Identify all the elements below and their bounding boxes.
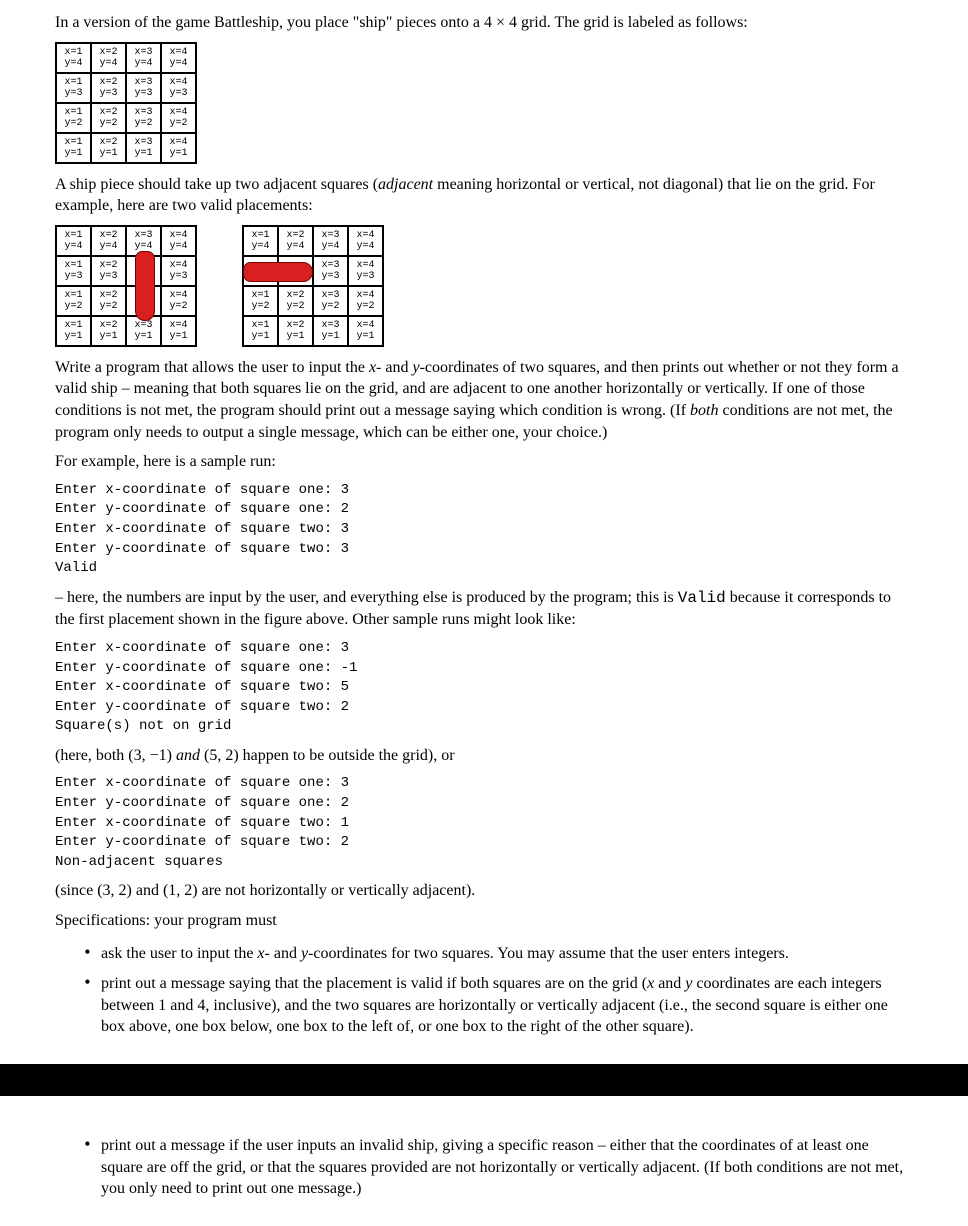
grid-cell: x=2y=3 (278, 256, 313, 286)
grid-cell: x=3y=2 (126, 103, 161, 133)
spec-item-2: print out a message saying that the plac… (95, 970, 913, 1038)
spec-item-1: ask the user to input the x- and y-coord… (95, 940, 913, 965)
two-grids-wrap: x=1y=4x=2y=4x=3y=4x=4y=4x=1y=3x=2y=3x=3y… (55, 225, 913, 347)
grid-cell: x=1y=4 (243, 226, 278, 256)
spec-item-3: print out a message if the user inputs a… (95, 1132, 913, 1200)
grid-cell: x=1y=4 (56, 43, 91, 73)
grid-row: x=1y=4x=2y=4x=3y=4x=4y=4 (243, 226, 383, 256)
grid-cell: x=4y=2 (348, 286, 383, 316)
grid-cell: x=2y=4 (278, 226, 313, 256)
sample-run-2: Enter x-coordinate of square one: 3 Ente… (55, 639, 913, 737)
grid-cell: x=4y=3 (348, 256, 383, 286)
grid-cell: x=1y=4 (56, 226, 91, 256)
adjacent-text: A ship piece should take up two adjacent… (55, 174, 913, 217)
grid-row: x=1y=2x=2y=2x=3y=2x=4y=2 (56, 286, 196, 316)
grid-cell: x=4y=4 (161, 226, 196, 256)
after-sample-2: (here, both (3, −1) and (5, 2) happen to… (55, 745, 913, 767)
grid-cell: x=2y=4 (91, 226, 126, 256)
grid-cell: x=1y=1 (243, 316, 278, 346)
grid-cell: x=1y=1 (56, 133, 91, 163)
grid-cell: x=2y=1 (278, 316, 313, 346)
sample-run-intro: For example, here is a sample run: (55, 451, 913, 473)
grid-cell: x=1y=2 (56, 286, 91, 316)
grid-row: x=1y=4x=2y=4x=3y=4x=4y=4 (56, 43, 196, 73)
sample-run-3: Enter x-coordinate of square one: 3 Ente… (55, 774, 913, 872)
grid-cell: x=4y=1 (161, 316, 196, 346)
grid-row: x=1y=3x=2y=3x=3y=3x=4y=3 (56, 73, 196, 103)
example-grid-2: x=1y=4x=2y=4x=3y=4x=4y=4x=1y=3x=2y=3x=3y… (242, 225, 384, 347)
grid-cell: x=2y=2 (278, 286, 313, 316)
grid-row: x=1y=1x=2y=1x=3y=1x=4y=1 (56, 133, 196, 163)
grid-row: x=1y=1x=2y=1x=3y=1x=4y=1 (56, 316, 196, 346)
example-grid-1: x=1y=4x=2y=4x=3y=4x=4y=4x=1y=3x=2y=3x=3y… (55, 225, 197, 347)
grid-cell: x=3y=3 (126, 73, 161, 103)
grid-cell: x=4y=4 (161, 43, 196, 73)
intro-text: In a version of the game Battleship, you… (55, 12, 913, 34)
grid-cell: x=2y=4 (91, 43, 126, 73)
sample-run-1: Enter x-coordinate of square one: 3 Ente… (55, 481, 913, 579)
page-1: In a version of the game Battleship, you… (0, 0, 968, 1064)
grid-cell: x=4y=2 (161, 103, 196, 133)
specs-list-cont: print out a message if the user inputs a… (55, 1132, 913, 1200)
grid-cell: x=4y=3 (161, 73, 196, 103)
grid-cell: x=1y=2 (243, 286, 278, 316)
grid-cell: x=2y=3 (91, 256, 126, 286)
after-sample-3: (since (3, 2) and (1, 2) are not horizon… (55, 880, 913, 902)
page-2: print out a message if the user inputs a… (0, 1096, 968, 1226)
grid-cell: x=4y=3 (161, 256, 196, 286)
grid-cell: x=2y=3 (91, 73, 126, 103)
grid-cell: x=3y=4 (313, 226, 348, 256)
specs-list: ask the user to input the x- and y-coord… (55, 940, 913, 1038)
grid-cell: x=3y=2 (313, 286, 348, 316)
grid-cell: x=3y=1 (126, 133, 161, 163)
grid-cell: x=4y=4 (348, 226, 383, 256)
ship-piece (243, 262, 313, 282)
grid-cell: x=3y=2 (126, 286, 161, 316)
grid-row: x=1y=3x=2y=3x=3y=3x=4y=3 (56, 256, 196, 286)
grid-cell: x=2y=2 (91, 103, 126, 133)
specs-intro: Specifications: your program must (55, 910, 913, 932)
grid-cell: x=1y=2 (56, 103, 91, 133)
after-sample-1: – here, the numbers are input by the use… (55, 587, 913, 631)
single-grid-wrap: x=1y=4x=2y=4x=3y=4x=4y=4x=1y=3x=2y=3x=3y… (55, 42, 913, 164)
grid-row: x=1y=2x=2y=2x=3y=2x=4y=2 (56, 103, 196, 133)
grid-cell: x=3y=1 (313, 316, 348, 346)
label-grid: x=1y=4x=2y=4x=3y=4x=4y=4x=1y=3x=2y=3x=3y… (55, 42, 197, 164)
page-gap (0, 1064, 968, 1096)
grid-cell: x=2y=1 (91, 316, 126, 346)
grid-cell: x=2y=2 (91, 286, 126, 316)
grid-cell: x=2y=1 (91, 133, 126, 163)
grid-cell: x=1y=1 (56, 316, 91, 346)
grid-cell: x=4y=1 (348, 316, 383, 346)
grid-cell: x=4y=2 (161, 286, 196, 316)
grid-cell: x=1y=3 (56, 73, 91, 103)
grid-cell: x=4y=1 (161, 133, 196, 163)
grid-row: x=1y=2x=2y=2x=3y=2x=4y=2 (243, 286, 383, 316)
grid-row: x=1y=4x=2y=4x=3y=4x=4y=4 (56, 226, 196, 256)
grid-row: x=1y=1x=2y=1x=3y=1x=4y=1 (243, 316, 383, 346)
grid-cell: x=3y=3 (313, 256, 348, 286)
write-program-text: Write a program that allows the user to … (55, 357, 913, 443)
grid-row: x=1y=3x=2y=3x=3y=3x=4y=3 (243, 256, 383, 286)
grid-cell: x=1y=3 (56, 256, 91, 286)
grid-cell: x=3y=4 (126, 43, 161, 73)
ship-piece (135, 251, 155, 321)
